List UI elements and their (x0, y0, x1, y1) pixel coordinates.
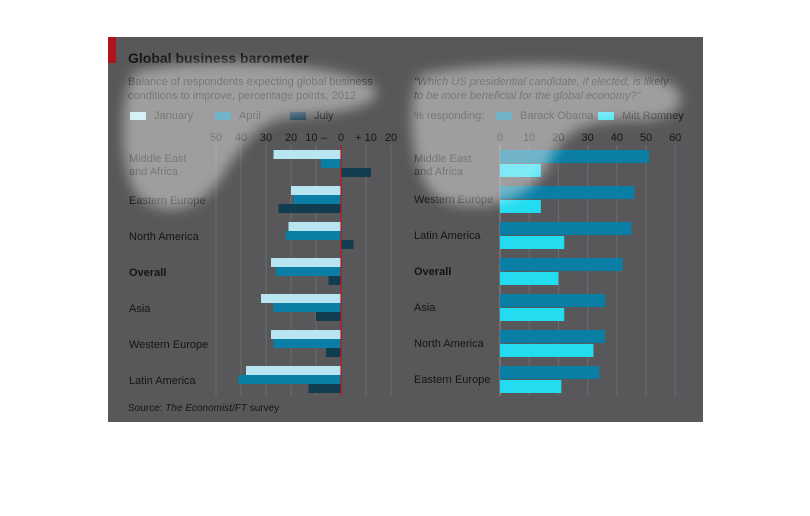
right-bar (500, 366, 600, 379)
left-bar (261, 294, 341, 303)
left-bar (246, 366, 341, 375)
left-tick-label: 30 (260, 132, 272, 144)
right-bar (500, 344, 594, 357)
left-bar (273, 303, 341, 312)
right-category-label: Eastern Europe (414, 374, 490, 386)
left-tick-label: + 10 (355, 132, 377, 144)
right-tick-label: 30 (581, 132, 593, 144)
left-category-label: Western Europe (129, 339, 208, 351)
left-bar (288, 222, 341, 231)
left-bar (273, 339, 341, 348)
left-category-label: North America (129, 231, 200, 243)
left-category-label: Overall (129, 267, 166, 279)
left-bar (326, 348, 341, 357)
left-bar (271, 330, 341, 339)
right-category-label: Latin America (414, 230, 482, 242)
left-bar (308, 384, 341, 393)
right-bar (500, 272, 559, 285)
right-bar (500, 222, 632, 235)
right-bar (500, 200, 541, 213)
left-bar (286, 231, 341, 240)
left-bar (293, 195, 341, 204)
highlight-region-right (411, 64, 681, 206)
right-category-label: Overall (414, 266, 451, 278)
right-bar (500, 236, 565, 249)
left-tick-label: 20 (285, 132, 297, 144)
source-name: The Economist/FT (165, 403, 247, 414)
right-category-label: Asia (414, 302, 436, 314)
left-bar (321, 159, 341, 168)
left-bar (238, 375, 341, 384)
right-category-label: North America (414, 338, 485, 350)
left-bar (316, 312, 341, 321)
left-bar (291, 186, 341, 195)
chart-title: Global business barometer (128, 50, 309, 66)
left-bar (328, 276, 341, 285)
right-tick-label: 60 (669, 132, 681, 144)
right-bar (500, 294, 606, 307)
left-bar (273, 150, 341, 159)
brand-accent-bar (108, 37, 116, 63)
right-tick-label: 50 (640, 132, 652, 144)
left-tick-label: 10 – (305, 132, 327, 144)
left-category-label: Asia (129, 303, 151, 315)
left-bar (278, 204, 341, 213)
source-suffix: survey (246, 403, 280, 414)
source-note: Source: The Economist/FT survey (128, 403, 279, 414)
right-bar (500, 308, 565, 321)
source-prefix: Source: (128, 403, 166, 414)
left-bar (341, 168, 371, 177)
left-tick-label: 0 (338, 132, 344, 144)
left-category-label: Latin America (129, 375, 197, 387)
right-bar (500, 380, 562, 393)
highlight-region-left (123, 62, 377, 210)
right-bar (500, 258, 623, 271)
left-bar (271, 258, 341, 267)
right-bar (500, 186, 635, 199)
right-tick-label: 40 (611, 132, 623, 144)
left-tick-label: 20 (385, 132, 397, 144)
left-bar (341, 240, 354, 249)
right-bar (500, 330, 606, 343)
left-bar (276, 267, 341, 276)
